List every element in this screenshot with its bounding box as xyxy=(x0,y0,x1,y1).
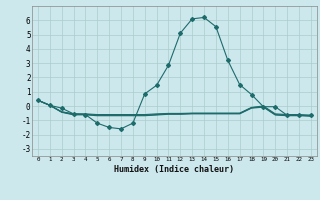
X-axis label: Humidex (Indice chaleur): Humidex (Indice chaleur) xyxy=(115,165,234,174)
